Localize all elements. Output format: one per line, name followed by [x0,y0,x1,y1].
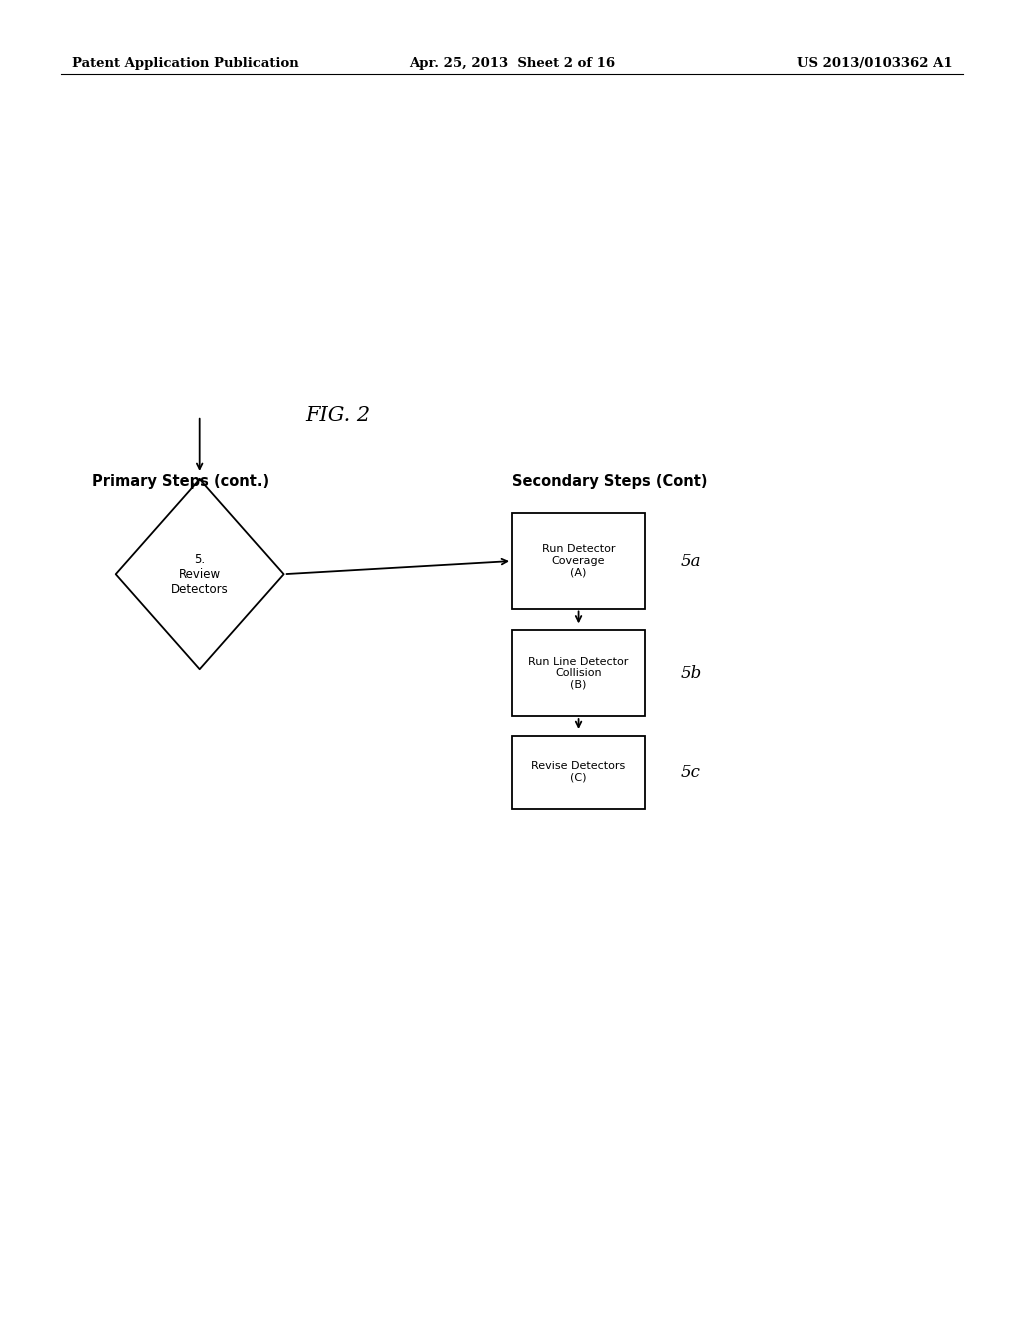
Text: Primary Steps (cont.): Primary Steps (cont.) [92,474,269,490]
Text: Apr. 25, 2013  Sheet 2 of 16: Apr. 25, 2013 Sheet 2 of 16 [409,57,615,70]
Text: Patent Application Publication: Patent Application Publication [72,57,298,70]
Text: 5a: 5a [681,553,701,569]
Text: FIG. 2: FIG. 2 [305,407,371,425]
Bar [512,631,645,715]
Text: 5b: 5b [681,665,702,681]
Text: Secondary Steps (Cont): Secondary Steps (Cont) [512,474,708,490]
Bar [512,737,645,808]
Bar [512,513,645,609]
Text: Run Detector
Coverage
(A): Run Detector Coverage (A) [542,544,615,578]
Text: Revise Detectors
(C): Revise Detectors (C) [531,762,626,783]
Text: Run Line Detector
Collision
(B): Run Line Detector Collision (B) [528,656,629,690]
Text: 5c: 5c [681,764,700,780]
Text: US 2013/0103362 A1: US 2013/0103362 A1 [797,57,952,70]
Text: 5.
Review
Detectors: 5. Review Detectors [171,553,228,595]
